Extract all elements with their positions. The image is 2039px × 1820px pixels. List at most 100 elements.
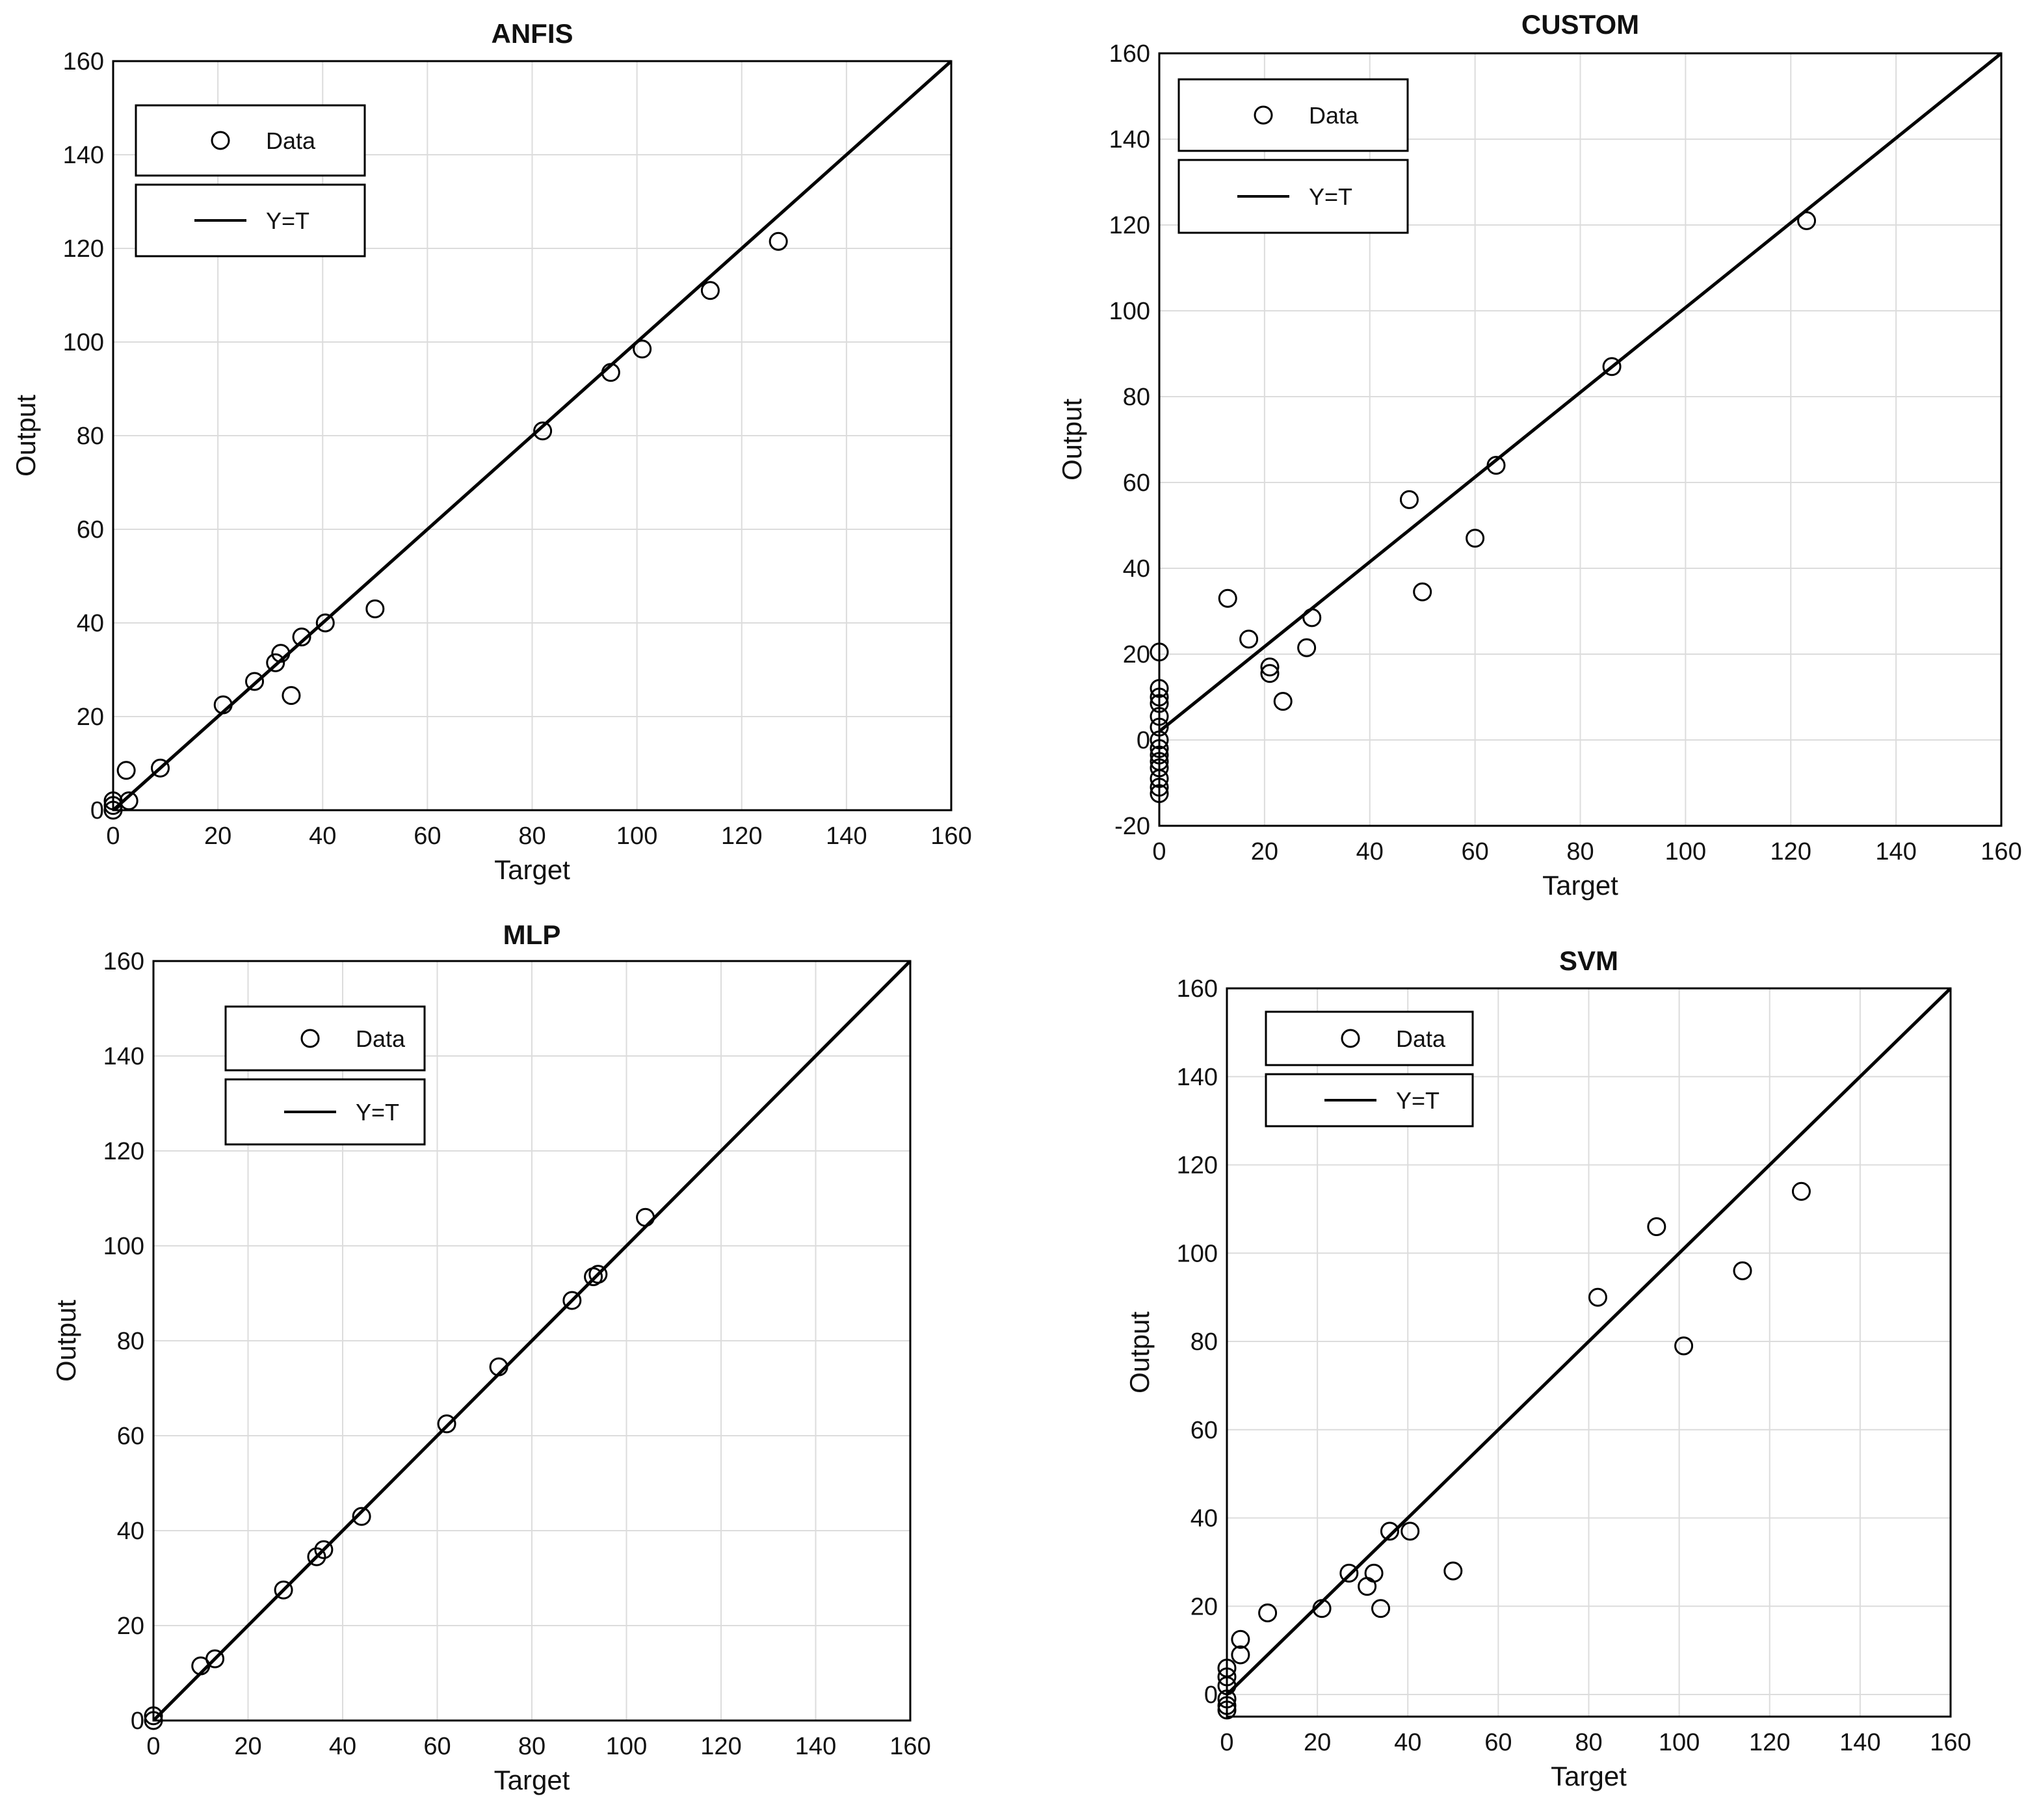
x-axis-label: Target bbox=[1542, 870, 1618, 901]
data-point bbox=[1486, 456, 1506, 475]
data-point bbox=[271, 644, 291, 663]
y-tick-label: 0 bbox=[1204, 1682, 1218, 1709]
x-tick-label: 20 bbox=[204, 823, 231, 850]
y-tick-label: 60 bbox=[77, 516, 104, 544]
y-tick-label: 80 bbox=[1123, 384, 1150, 411]
x-tick-label: 20 bbox=[1304, 1729, 1331, 1756]
data-point bbox=[292, 627, 311, 647]
y-tick-label: 160 bbox=[63, 48, 104, 75]
chart-title: CUSTOM bbox=[1521, 9, 1639, 40]
chart-anfis: 0 20 40 60 80 100 120 140 160 0 20 40 60 80 100 120 140 1… bbox=[10, 18, 972, 885]
y-tick-label: 120 bbox=[103, 1138, 144, 1165]
legend: Data Y=T bbox=[224, 1005, 426, 1146]
x-tick-label: 140 bbox=[1875, 838, 1916, 865]
data-point bbox=[1602, 357, 1622, 376]
data-point bbox=[1733, 1261, 1752, 1280]
data-point bbox=[636, 1207, 655, 1227]
data-point bbox=[1218, 588, 1237, 608]
y-tick-label: 120 bbox=[1177, 1152, 1218, 1180]
fit-line-y-equals-t bbox=[1227, 987, 1952, 1696]
x-tick-label: 20 bbox=[234, 1733, 261, 1760]
x-tick-label: 80 bbox=[1575, 1729, 1602, 1756]
legend-box-fit bbox=[135, 183, 366, 257]
data-point bbox=[1466, 529, 1485, 548]
x-tick-label: 60 bbox=[1484, 1729, 1512, 1756]
x-tick-label: 120 bbox=[1770, 838, 1811, 865]
plot-area bbox=[1159, 52, 2003, 733]
data-point bbox=[1231, 1629, 1250, 1649]
data-point bbox=[205, 1649, 225, 1668]
data-point bbox=[266, 653, 285, 672]
x-axis-label: Target bbox=[494, 854, 570, 885]
data-point bbox=[437, 1414, 456, 1434]
y-axis-label: Output bbox=[1057, 399, 1087, 481]
y-tick-label: 100 bbox=[103, 1233, 144, 1260]
legend-box-data bbox=[1177, 78, 1409, 152]
y-tick-label: 40 bbox=[117, 1518, 144, 1545]
x-tick-label: 140 bbox=[795, 1733, 836, 1760]
legend-box-fit bbox=[1177, 159, 1409, 234]
x-tick-label: 0 bbox=[1152, 838, 1166, 865]
x-tick-label: 80 bbox=[518, 823, 546, 850]
x-tick-label: 80 bbox=[1566, 838, 1594, 865]
legend-data-marker bbox=[1341, 1029, 1360, 1048]
data-point bbox=[633, 339, 652, 359]
data-point bbox=[588, 1265, 608, 1284]
y-tick-label: 120 bbox=[1109, 212, 1150, 239]
legend-label-fit: Y=T bbox=[266, 207, 309, 234]
y-tick-label: 80 bbox=[1191, 1328, 1218, 1356]
y-axis-label: Output bbox=[1124, 1312, 1155, 1393]
data-point bbox=[365, 599, 385, 618]
y-tick-label: 20 bbox=[1123, 641, 1150, 668]
x-tick-label: 160 bbox=[1930, 1729, 1971, 1756]
data-point bbox=[1258, 1603, 1278, 1622]
chart-title: MLP bbox=[503, 919, 561, 950]
y-tick-label: 160 bbox=[1109, 40, 1150, 68]
data-point bbox=[245, 672, 265, 691]
y-tick-label: 120 bbox=[63, 235, 104, 263]
y-tick-label: 0 bbox=[1137, 727, 1150, 754]
data-point bbox=[1358, 1577, 1377, 1596]
data-point bbox=[282, 686, 301, 706]
data-point bbox=[1312, 1599, 1332, 1618]
data-point bbox=[213, 695, 233, 715]
legend: Data Y=T bbox=[135, 104, 366, 257]
data-point bbox=[1399, 490, 1419, 509]
y-tick-label: 140 bbox=[1109, 126, 1150, 153]
x-axis-label: Target bbox=[494, 1765, 570, 1795]
legend-data-marker bbox=[211, 131, 230, 150]
legend-data-marker bbox=[1254, 105, 1273, 125]
y-tick-label: 20 bbox=[117, 1613, 144, 1640]
data-point bbox=[1297, 638, 1317, 657]
x-tick-label: 160 bbox=[889, 1733, 930, 1760]
data-point bbox=[151, 758, 170, 778]
data-point bbox=[1260, 657, 1280, 677]
data-point bbox=[1231, 1645, 1250, 1665]
legend-data-marker bbox=[300, 1029, 320, 1048]
plot-area bbox=[1227, 987, 1952, 1696]
x-tick-label: 0 bbox=[106, 823, 120, 850]
y-tick-label: 160 bbox=[1177, 975, 1218, 1003]
data-point bbox=[1647, 1217, 1666, 1237]
y-tick-label: 60 bbox=[117, 1423, 144, 1450]
legend-label-fit: Y=T bbox=[356, 1099, 399, 1126]
data-point bbox=[352, 1507, 371, 1526]
axes-box bbox=[152, 960, 912, 1722]
chart-title: ANFIS bbox=[492, 18, 573, 49]
legend-label-data: Data bbox=[1309, 102, 1359, 129]
x-tick-label: 160 bbox=[930, 823, 971, 850]
fit-line-y-equals-t bbox=[113, 60, 953, 810]
y-tick-label: 40 bbox=[1191, 1505, 1218, 1533]
axes-box bbox=[1158, 52, 2003, 827]
x-tick-label: 0 bbox=[1220, 1729, 1233, 1756]
y-tick-label: 40 bbox=[77, 610, 104, 637]
legend-box-data bbox=[1265, 1010, 1474, 1066]
y-tick-label: 100 bbox=[63, 329, 104, 356]
y-tick-label: 60 bbox=[1191, 1417, 1218, 1444]
fit-line-y-equals-t bbox=[153, 960, 912, 1721]
x-tick-label: 40 bbox=[1356, 838, 1384, 865]
x-tick-label: 60 bbox=[414, 823, 441, 850]
x-tick-label: 40 bbox=[309, 823, 336, 850]
x-tick-label: 100 bbox=[606, 1733, 647, 1760]
y-tick-label: 80 bbox=[117, 1328, 144, 1355]
